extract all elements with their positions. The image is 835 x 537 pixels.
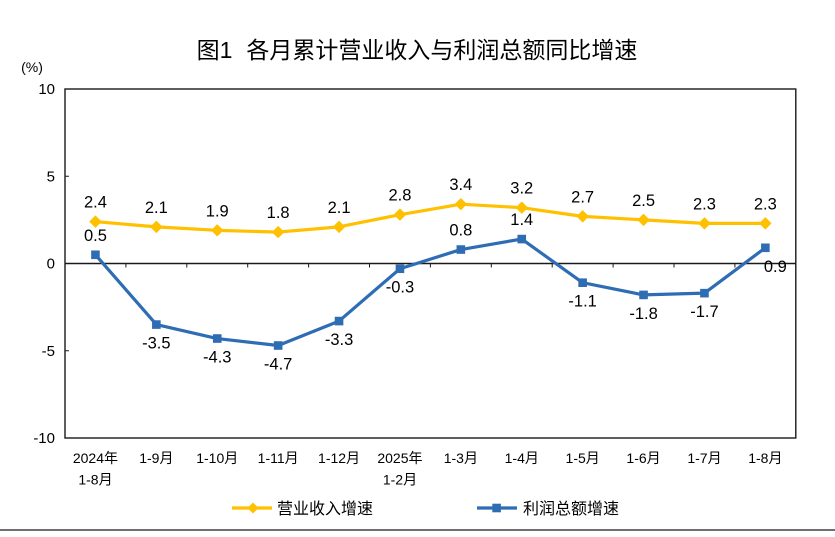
svg-text:-0.3: -0.3 xyxy=(386,279,414,297)
svg-text:-4.3: -4.3 xyxy=(203,349,231,367)
svg-text:1-8月: 1-8月 xyxy=(78,472,112,488)
svg-text:2025年: 2025年 xyxy=(377,450,422,466)
svg-text:1-11月: 1-11月 xyxy=(258,450,299,466)
svg-text:0.8: 0.8 xyxy=(449,222,472,240)
svg-text:2.5: 2.5 xyxy=(632,192,655,210)
svg-text:2.8: 2.8 xyxy=(388,187,411,205)
svg-text:1.8: 1.8 xyxy=(267,204,290,222)
svg-text:1-4月: 1-4月 xyxy=(505,450,539,466)
svg-text:1-5月: 1-5月 xyxy=(566,450,600,466)
svg-text:营业收入增速: 营业收入增速 xyxy=(277,500,373,518)
svg-text:1-9月: 1-9月 xyxy=(139,450,173,466)
svg-text:1-12月: 1-12月 xyxy=(318,450,360,466)
svg-text:1.9: 1.9 xyxy=(206,202,229,220)
svg-text:(%): (%) xyxy=(21,59,43,75)
svg-text:0.5: 0.5 xyxy=(84,227,107,245)
svg-text:1-3月: 1-3月 xyxy=(444,450,478,466)
svg-text:2.1: 2.1 xyxy=(145,199,168,217)
svg-text:1.4: 1.4 xyxy=(510,211,533,229)
svg-text:-5: -5 xyxy=(42,343,55,360)
svg-text:5: 5 xyxy=(47,168,55,185)
svg-text:1-8月: 1-8月 xyxy=(748,450,782,466)
svg-text:2.7: 2.7 xyxy=(571,188,594,206)
svg-text:-1.1: -1.1 xyxy=(568,293,596,311)
svg-text:-1.7: -1.7 xyxy=(690,303,718,321)
svg-text:0.9: 0.9 xyxy=(764,258,787,276)
svg-text:0: 0 xyxy=(47,256,55,273)
svg-text:利润总额增速: 利润总额增速 xyxy=(523,500,619,518)
svg-text:-3.3: -3.3 xyxy=(325,331,353,349)
svg-text:-10: -10 xyxy=(33,430,55,447)
svg-text:2.3: 2.3 xyxy=(754,195,777,213)
svg-text:1-2月: 1-2月 xyxy=(383,472,417,488)
svg-text:2.4: 2.4 xyxy=(84,194,107,212)
svg-text:2024年: 2024年 xyxy=(73,450,118,466)
svg-text:-4.7: -4.7 xyxy=(264,356,292,374)
svg-text:1-7月: 1-7月 xyxy=(687,450,721,466)
svg-text:3.2: 3.2 xyxy=(510,180,533,198)
svg-text:2.3: 2.3 xyxy=(693,195,716,213)
svg-text:-3.5: -3.5 xyxy=(142,335,170,353)
svg-text:10: 10 xyxy=(38,81,55,98)
svg-text:1-6月: 1-6月 xyxy=(626,450,660,466)
svg-text:2.1: 2.1 xyxy=(328,199,351,217)
svg-text:1-10月: 1-10月 xyxy=(196,450,238,466)
svg-text:3.4: 3.4 xyxy=(449,176,472,194)
svg-text:-1.8: -1.8 xyxy=(629,305,657,323)
